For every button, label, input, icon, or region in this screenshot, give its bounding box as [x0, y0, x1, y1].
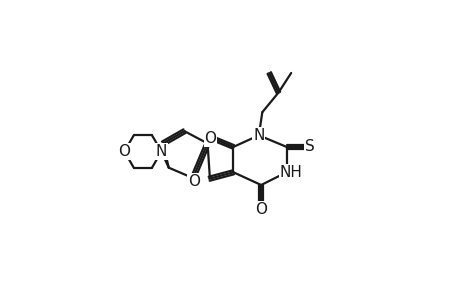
Text: O: O: [188, 174, 200, 189]
Text: NH: NH: [279, 165, 302, 180]
Text: S: S: [304, 140, 314, 154]
Text: N: N: [252, 128, 264, 143]
Text: O: O: [118, 144, 130, 159]
Text: O: O: [255, 202, 267, 217]
Text: O: O: [204, 131, 216, 146]
Text: N: N: [155, 144, 167, 159]
